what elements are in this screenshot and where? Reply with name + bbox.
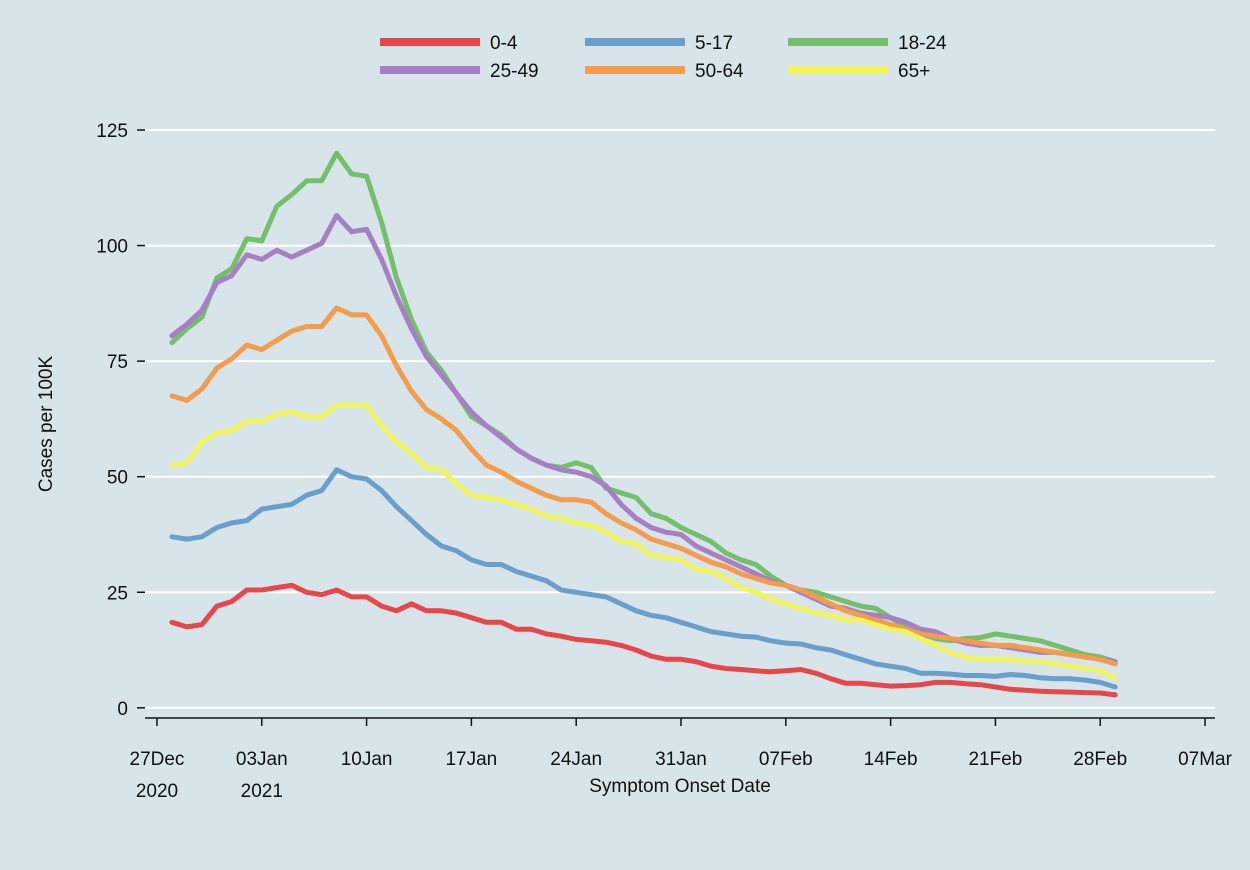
x-tick-label: 24Jan: [550, 749, 602, 770]
x-tick-label: 07Feb: [759, 749, 813, 770]
y-axis-label: Cases per 100K: [36, 356, 57, 493]
legend-label: 18-24: [898, 33, 947, 54]
x-tick-label: 27Dec: [130, 749, 185, 770]
series-line: [169, 582, 1118, 698]
legend-label: 5-17: [695, 33, 733, 54]
y-tick-label: 50: [107, 468, 128, 489]
legend-label: 25-49: [490, 61, 539, 82]
x-tick-label: 31Jan: [655, 749, 707, 770]
x-tick-label: 03Jan: [236, 749, 288, 770]
series-line: [169, 305, 1118, 667]
legend-label: 50-64: [695, 61, 744, 82]
legend-label: 0-4: [490, 33, 518, 54]
x-tick-label: 14Feb: [864, 749, 918, 770]
y-tick-label: 75: [107, 352, 128, 373]
x-tick-label: 07Mar: [1178, 749, 1233, 770]
x-tick-label: 2020: [136, 781, 178, 802]
y-tick-label: 100: [96, 237, 128, 258]
x-axis-label: Symptom Onset Date: [589, 776, 771, 797]
x-tick-label: 21Feb: [968, 749, 1022, 770]
x-tick-label: 2021: [241, 781, 283, 802]
legend-label: 65+: [898, 61, 930, 82]
y-tick-label: 0: [117, 699, 128, 720]
series-line: [169, 467, 1118, 690]
x-tick-label: 10Jan: [341, 749, 393, 770]
series-line: [169, 402, 1118, 681]
x-tick-label: 17Jan: [445, 749, 497, 770]
y-tick-label: 25: [107, 583, 128, 604]
y-tick-label: 125: [96, 121, 128, 142]
x-tick-label: 28Feb: [1073, 749, 1127, 770]
